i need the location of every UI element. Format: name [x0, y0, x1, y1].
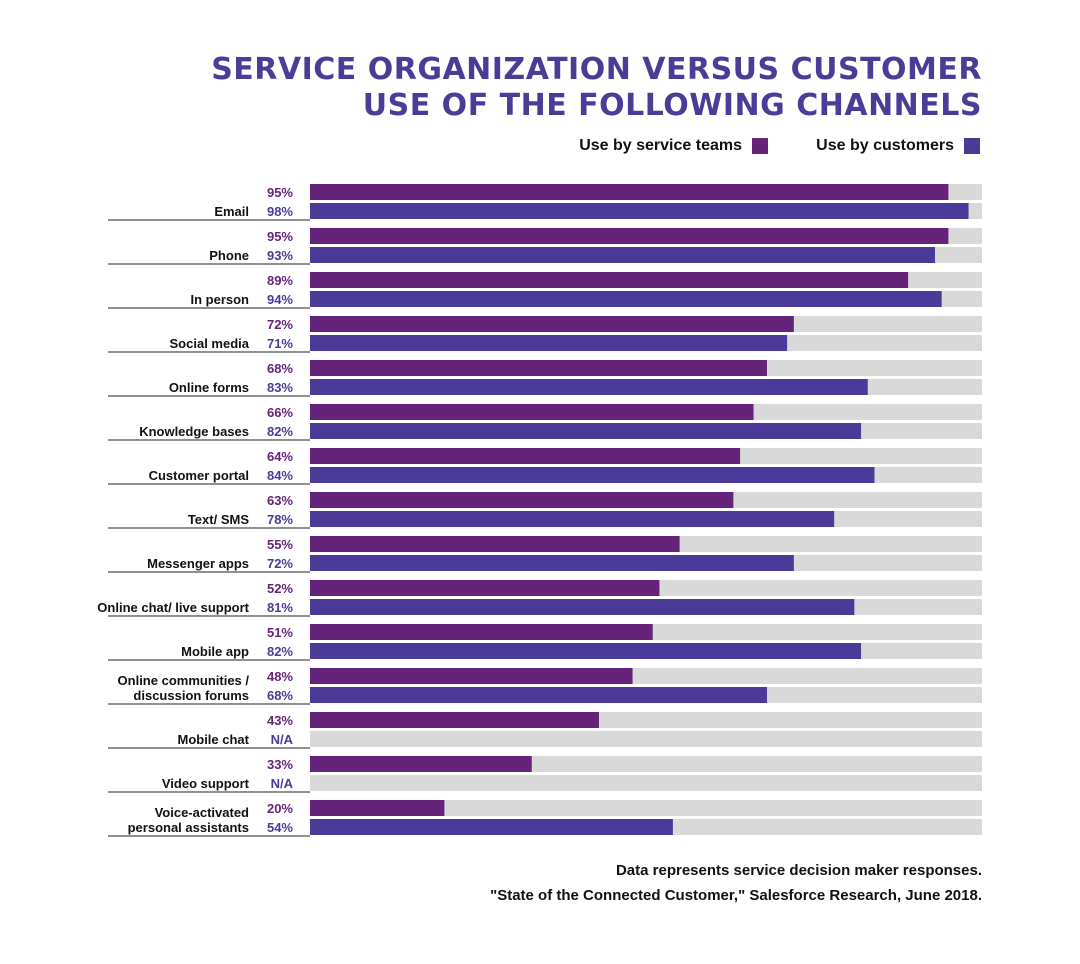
value-label-in-person-teams: 89%: [267, 273, 293, 288]
value-label-online-communities-discussion-forums-teams: 48%: [267, 669, 293, 684]
bar-online-communities-discussion-forums-customers: [310, 687, 767, 703]
bar-online-forms-teams: [310, 360, 767, 376]
bar-in-person-teams: [310, 272, 909, 288]
bar-social-media-customers: [310, 335, 788, 351]
bar-email-customers: [310, 203, 969, 219]
value-label-social-media-customers: 71%: [267, 336, 293, 351]
bar-messenger-apps-customers: [310, 555, 794, 571]
value-label-video-support-customers: N/A: [271, 776, 294, 791]
bar-online-communities-discussion-forums-teams: [310, 668, 633, 684]
category-label-mobile-chat: Mobile chat: [177, 732, 249, 747]
source-note: Data represents service decision maker r…: [615, 862, 982, 879]
value-label-customer-portal-customers: 84%: [267, 468, 293, 483]
bar-track-video-support-customers: [310, 775, 982, 791]
category-label-knowledge-bases: Knowledge bases: [139, 424, 249, 439]
bar-knowledge-bases-customers: [310, 423, 862, 439]
chart-title-line-2: USE OF THE FOLLOWING CHANNELS: [362, 88, 982, 123]
value-label-mobile-chat-customers: N/A: [271, 732, 294, 747]
bar-text-sms-teams: [310, 492, 734, 508]
category-label-voice-activated-personal-assistants-line-1: Voice-activated: [155, 805, 249, 820]
bar-track-voice-activated-personal-assistants-teams: [310, 800, 982, 816]
value-label-email-customers: 98%: [267, 204, 293, 219]
value-label-online-communities-discussion-forums-customers: 68%: [267, 688, 293, 703]
bar-text-sms-customers: [310, 511, 835, 527]
category-label-video-support: Video support: [162, 776, 250, 791]
bar-knowledge-bases-teams: [310, 404, 754, 420]
category-label-in-person: In person: [190, 292, 249, 307]
value-label-phone-teams: 95%: [267, 229, 293, 244]
bar-phone-teams: [310, 228, 949, 244]
legend-item-service-teams: Use by service teams: [579, 136, 768, 156]
category-label-phone: Phone: [209, 248, 249, 263]
bar-in-person-customers: [310, 291, 942, 307]
bar-mobile-app-customers: [310, 643, 862, 659]
value-label-text-sms-customers: 78%: [267, 512, 293, 527]
legend-item-customers: Use by customers: [816, 136, 980, 156]
bar-mobile-app-teams: [310, 624, 653, 640]
value-label-mobile-app-teams: 51%: [267, 625, 293, 640]
bar-customer-portal-customers: [310, 467, 875, 483]
value-label-messenger-apps-customers: 72%: [267, 556, 293, 571]
bar-online-chat-live-support-customers: [310, 599, 855, 615]
category-label-messenger-apps: Messenger apps: [147, 556, 249, 571]
value-label-online-chat-live-support-teams: 52%: [267, 581, 293, 596]
value-label-online-forms-teams: 68%: [267, 361, 293, 376]
source-citation: "State of the Connected Customer," Sales…: [490, 887, 982, 904]
bar-track-mobile-chat-customers: [310, 731, 982, 747]
category-label-online-communities-discussion-forums-line-2: discussion forums: [133, 688, 249, 703]
bar-video-support-teams: [310, 756, 532, 772]
value-label-voice-activated-personal-assistants-customers: 54%: [267, 820, 293, 835]
category-label-text-sms: Text/ SMS: [188, 512, 249, 527]
value-label-voice-activated-personal-assistants-teams: 20%: [267, 801, 293, 816]
value-label-knowledge-bases-customers: 82%: [267, 424, 293, 439]
value-label-online-chat-live-support-customers: 81%: [267, 600, 293, 615]
value-label-online-forms-customers: 83%: [267, 380, 293, 395]
value-label-messenger-apps-teams: 55%: [267, 537, 293, 552]
value-label-text-sms-teams: 63%: [267, 493, 293, 508]
category-label-customer-portal: Customer portal: [149, 468, 249, 483]
value-label-customer-portal-teams: 64%: [267, 449, 293, 464]
bar-customer-portal-teams: [310, 448, 741, 464]
legend-label-service-teams: Use by service teams: [579, 137, 742, 154]
value-label-mobile-app-customers: 82%: [267, 644, 293, 659]
bar-email-teams: [310, 184, 949, 200]
chart-title-line-1: SERVICE ORGANIZATION VERSUS CUSTOMER: [211, 52, 982, 87]
value-label-video-support-teams: 33%: [267, 757, 293, 772]
bar-online-forms-customers: [310, 379, 868, 395]
category-label-email: Email: [214, 204, 249, 219]
legend-label-customers: Use by customers: [816, 137, 954, 154]
category-label-voice-activated-personal-assistants-line-2: personal assistants: [128, 820, 249, 835]
bar-social-media-teams: [310, 316, 794, 332]
legend-swatch-customers: [964, 138, 980, 154]
bar-voice-activated-personal-assistants-customers: [310, 819, 673, 835]
category-label-mobile-app: Mobile app: [181, 644, 249, 659]
bar-voice-activated-personal-assistants-teams: [310, 800, 445, 816]
category-label-online-chat-live-support: Online chat/ live support: [97, 600, 249, 615]
value-label-email-teams: 95%: [267, 185, 293, 200]
value-label-social-media-teams: 72%: [267, 317, 293, 332]
value-label-phone-customers: 93%: [267, 248, 293, 263]
value-label-knowledge-bases-teams: 66%: [267, 405, 293, 420]
category-label-online-forms: Online forms: [169, 380, 249, 395]
value-label-in-person-customers: 94%: [267, 292, 293, 307]
value-label-mobile-chat-teams: 43%: [267, 713, 293, 728]
bar-messenger-apps-teams: [310, 536, 680, 552]
category-label-online-communities-discussion-forums-line-1: Online communities /: [118, 673, 250, 688]
bar-online-chat-live-support-teams: [310, 580, 660, 596]
category-label-social-media: Social media: [170, 336, 250, 351]
legend-swatch-service-teams: [752, 138, 768, 154]
bar-phone-customers: [310, 247, 935, 263]
bar-mobile-chat-teams: [310, 712, 599, 728]
